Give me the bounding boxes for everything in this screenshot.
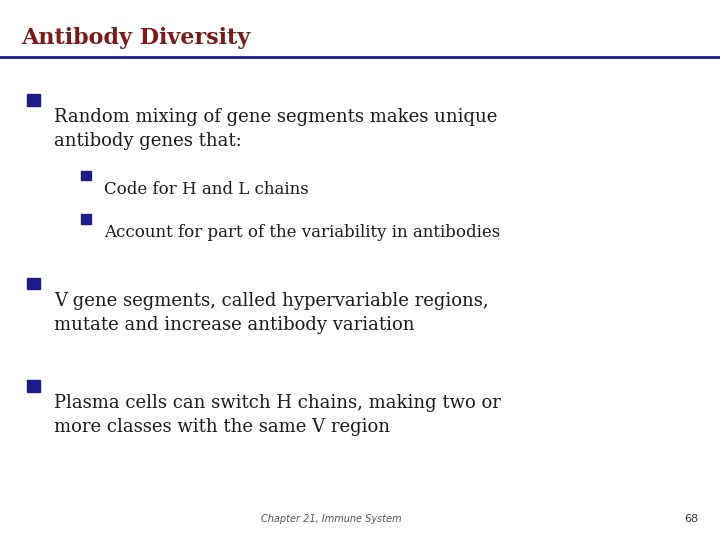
Text: Random mixing of gene segments makes unique
antibody genes that:: Random mixing of gene segments makes uni… bbox=[54, 108, 498, 150]
FancyBboxPatch shape bbox=[81, 171, 91, 180]
Text: Account for part of the variability in antibodies: Account for part of the variability in a… bbox=[104, 224, 500, 241]
FancyBboxPatch shape bbox=[27, 278, 40, 289]
Text: Code for H and L chains: Code for H and L chains bbox=[104, 181, 309, 198]
Text: 68: 68 bbox=[684, 514, 698, 524]
Text: V gene segments, called hypervariable regions,
mutate and increase antibody vari: V gene segments, called hypervariable re… bbox=[54, 292, 489, 334]
FancyBboxPatch shape bbox=[27, 380, 40, 392]
Text: Antibody Diversity: Antibody Diversity bbox=[22, 27, 251, 49]
FancyBboxPatch shape bbox=[81, 214, 91, 224]
Text: Chapter 21, Immune System: Chapter 21, Immune System bbox=[261, 514, 402, 524]
Text: Plasma cells can switch H chains, making two or
more classes with the same V reg: Plasma cells can switch H chains, making… bbox=[54, 394, 501, 436]
FancyBboxPatch shape bbox=[27, 94, 40, 106]
